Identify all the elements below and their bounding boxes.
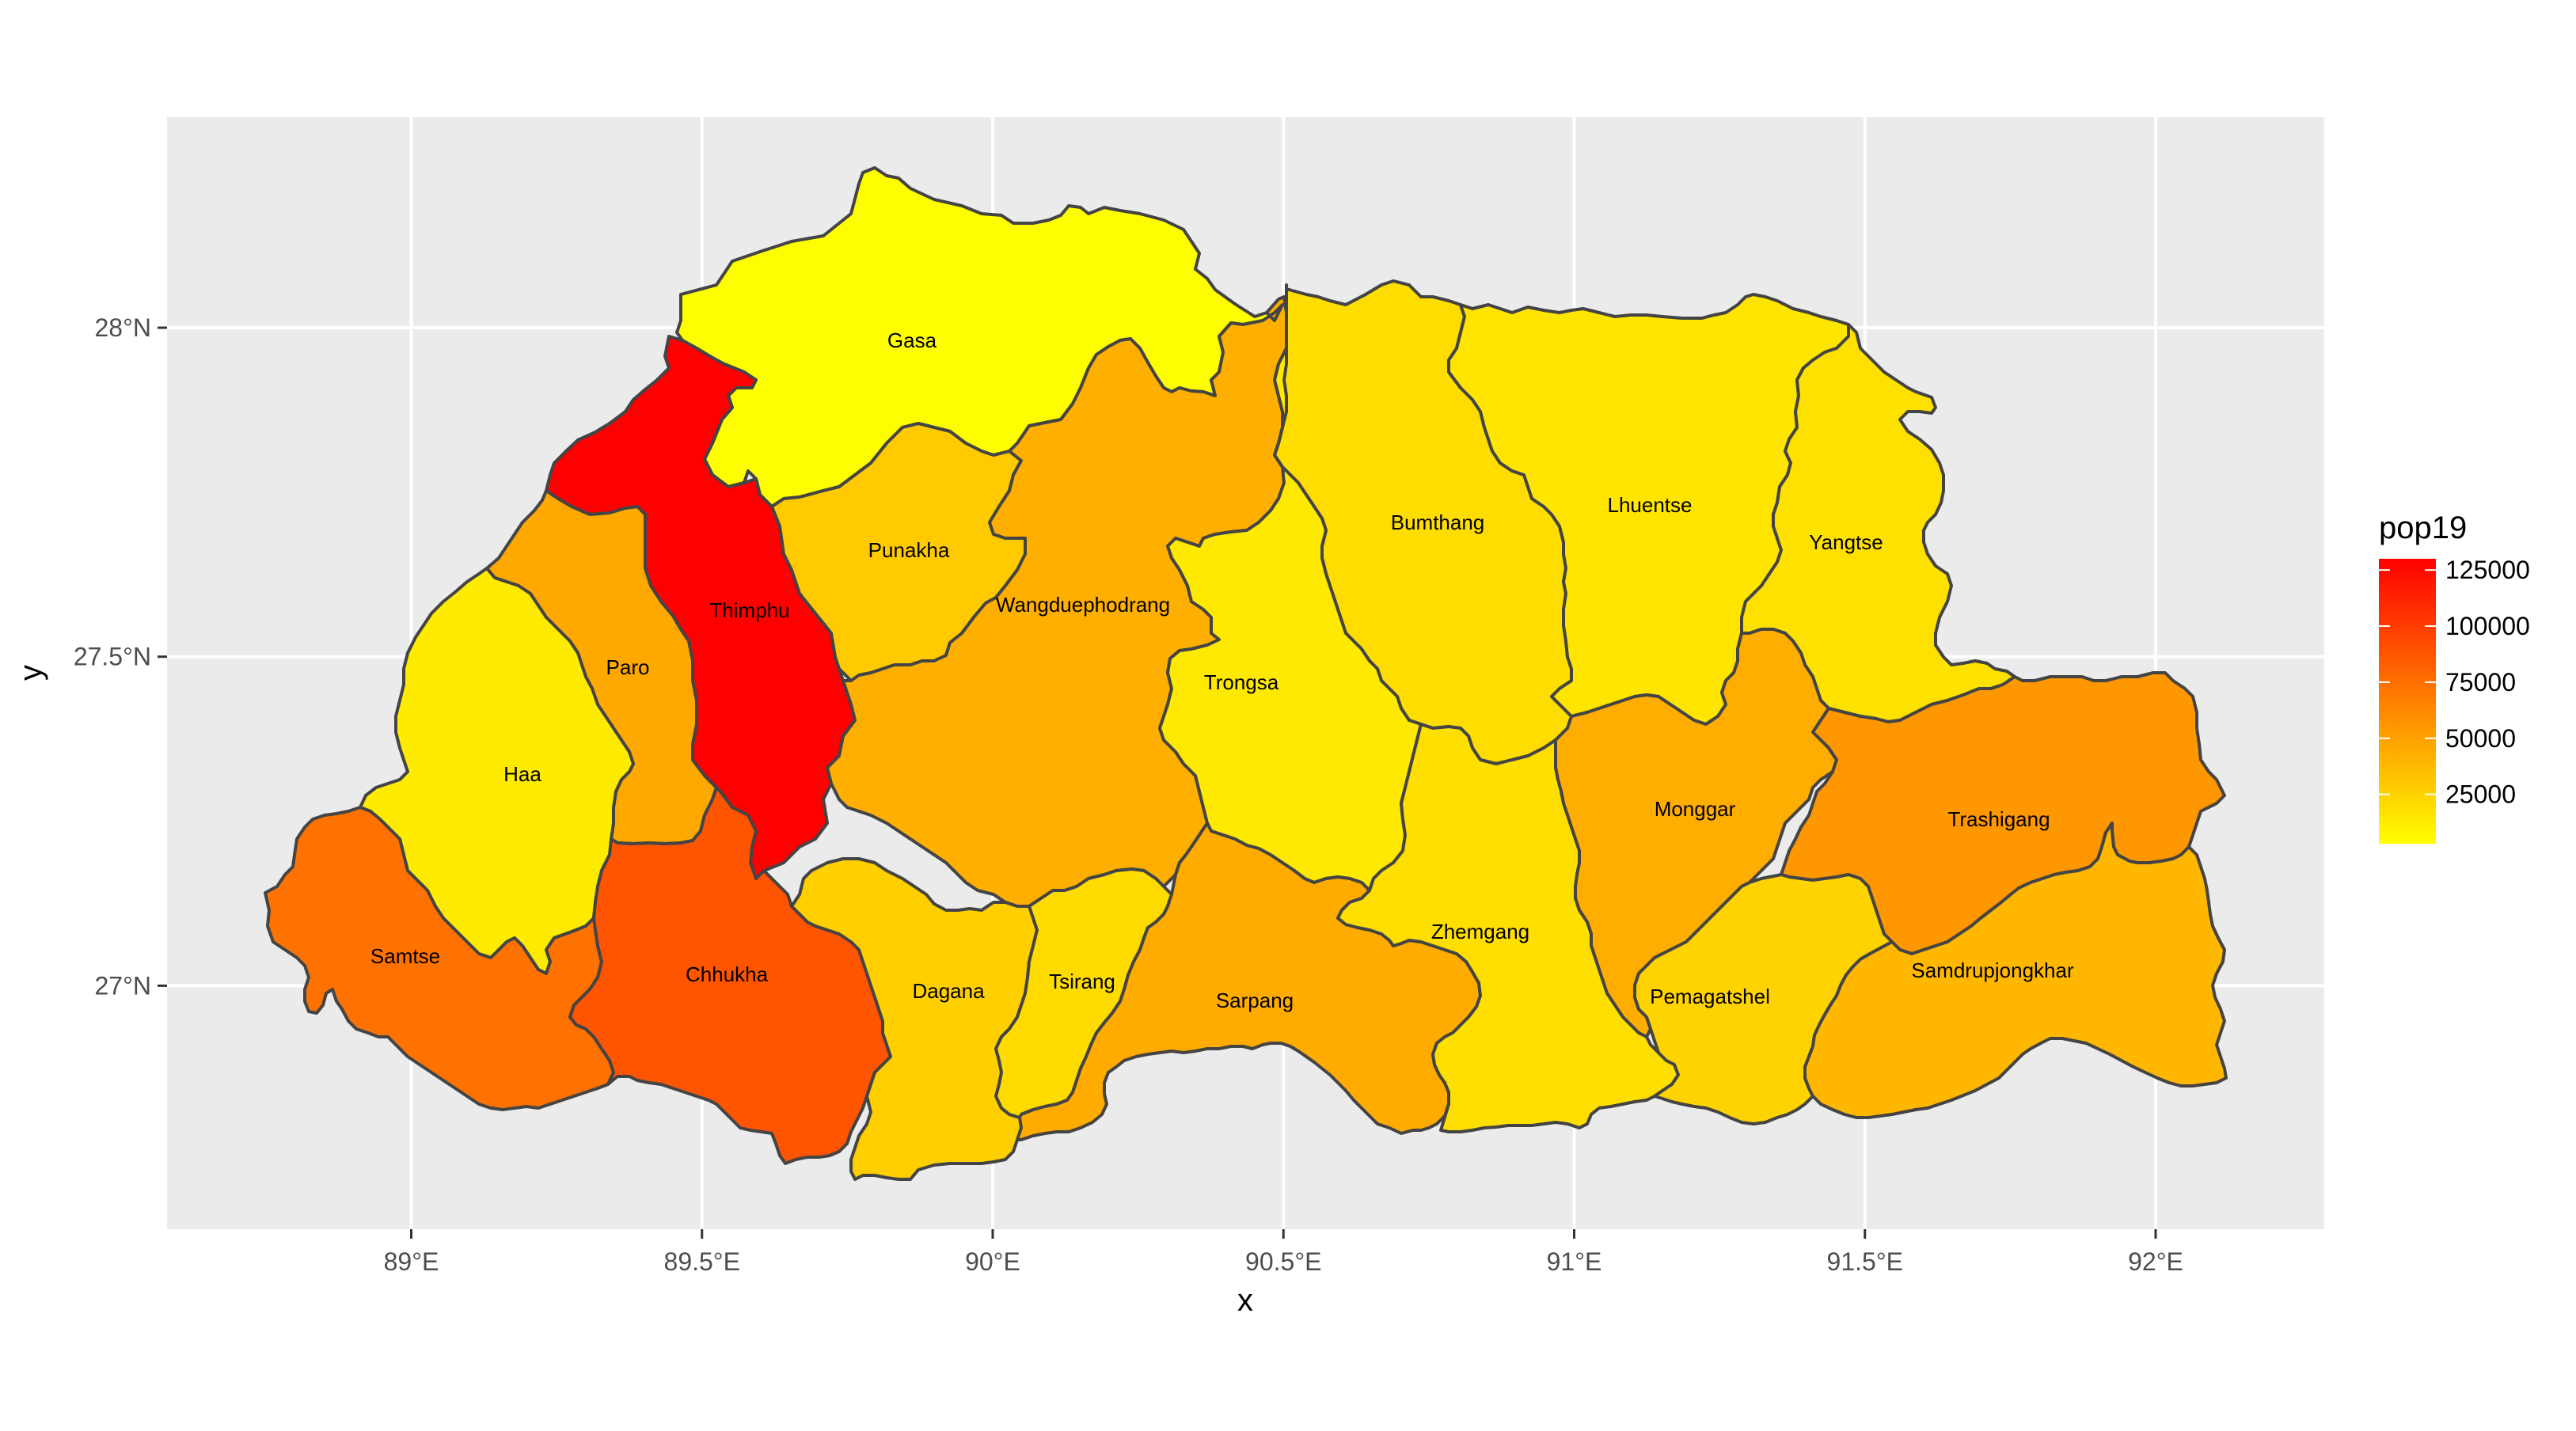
- label-pemagatshel: Pemagatshel: [1650, 985, 1770, 1008]
- legend-title: pop19: [2379, 511, 2467, 545]
- label-paro: Paro: [606, 655, 650, 679]
- label-trongsa: Trongsa: [1204, 670, 1279, 694]
- x-tick-label: 90.5°E: [1245, 1247, 1321, 1276]
- x-tick-label: 89.5°E: [664, 1247, 740, 1276]
- region-labels: Gasa Thimphu Punakha Wangduephodrang Bum…: [370, 328, 2074, 1012]
- y-axis-title: y: [13, 665, 48, 681]
- label-samtse: Samtse: [370, 944, 440, 968]
- regions: [264, 166, 2228, 1181]
- label-haa: Haa: [503, 762, 541, 786]
- x-tick-label: 91°E: [1547, 1247, 1602, 1276]
- region-dagana: [790, 857, 1039, 1181]
- label-trashigang: Trashigang: [1947, 807, 2050, 831]
- label-bumthang: Bumthang: [1391, 511, 1485, 534]
- label-lhuentse: Lhuentse: [1608, 493, 1693, 517]
- region-zhemgang: [1336, 723, 1680, 1133]
- x-tick-label: 90°E: [965, 1247, 1020, 1276]
- x-axis: 89°E 89.5°E 90°E 90.5°E 91°E 91.5°E 92°E: [384, 1229, 2183, 1276]
- label-chhukha: Chhukha: [686, 962, 769, 986]
- label-samdrupjongkhar: Samdrupjongkhar: [1911, 958, 2074, 982]
- label-punakha: Punakha: [868, 538, 950, 562]
- label-sarpang: Sarpang: [1216, 989, 1294, 1012]
- legend-tick-label: 125000: [2445, 556, 2530, 584]
- region-samdrupjongkhar: [1803, 822, 2228, 1119]
- region-chhukha: [568, 774, 892, 1165]
- legend-ticks: 125000 100000 75000 50000 25000: [2379, 556, 2530, 809]
- label-dagana: Dagana: [912, 979, 985, 1003]
- legend: pop19 125000 100000 75000 50000 25000: [2379, 511, 2530, 844]
- legend-tick-label: 100000: [2445, 612, 2530, 640]
- legend-tick-label: 25000: [2445, 780, 2516, 809]
- legend-tick-label: 50000: [2445, 724, 2516, 753]
- x-tick-label: 89°E: [384, 1247, 439, 1276]
- label-zhemgang: Zhemgang: [1431, 920, 1529, 943]
- legend-colorbar: [2379, 559, 2436, 844]
- label-yangtse: Yangtse: [1809, 530, 1883, 554]
- y-tick-label: 28°N: [95, 313, 152, 342]
- x-tick-label: 91.5°E: [1827, 1247, 1903, 1276]
- label-monggar: Monggar: [1655, 797, 1736, 821]
- x-axis-title: x: [1237, 1283, 1253, 1318]
- legend-tick-label: 75000: [2445, 668, 2516, 697]
- y-axis: 27°N 27.5°N 28°N: [74, 313, 167, 1000]
- label-wangduephodrang: Wangduephodrang: [996, 593, 1170, 617]
- label-thimphu: Thimphu: [709, 598, 789, 622]
- y-tick-label: 27.5°N: [74, 643, 151, 671]
- label-tsirang: Tsirang: [1049, 970, 1115, 993]
- x-tick-label: 92°E: [2128, 1247, 2183, 1276]
- label-gasa: Gasa: [887, 328, 937, 352]
- y-tick-label: 27°N: [95, 971, 152, 1000]
